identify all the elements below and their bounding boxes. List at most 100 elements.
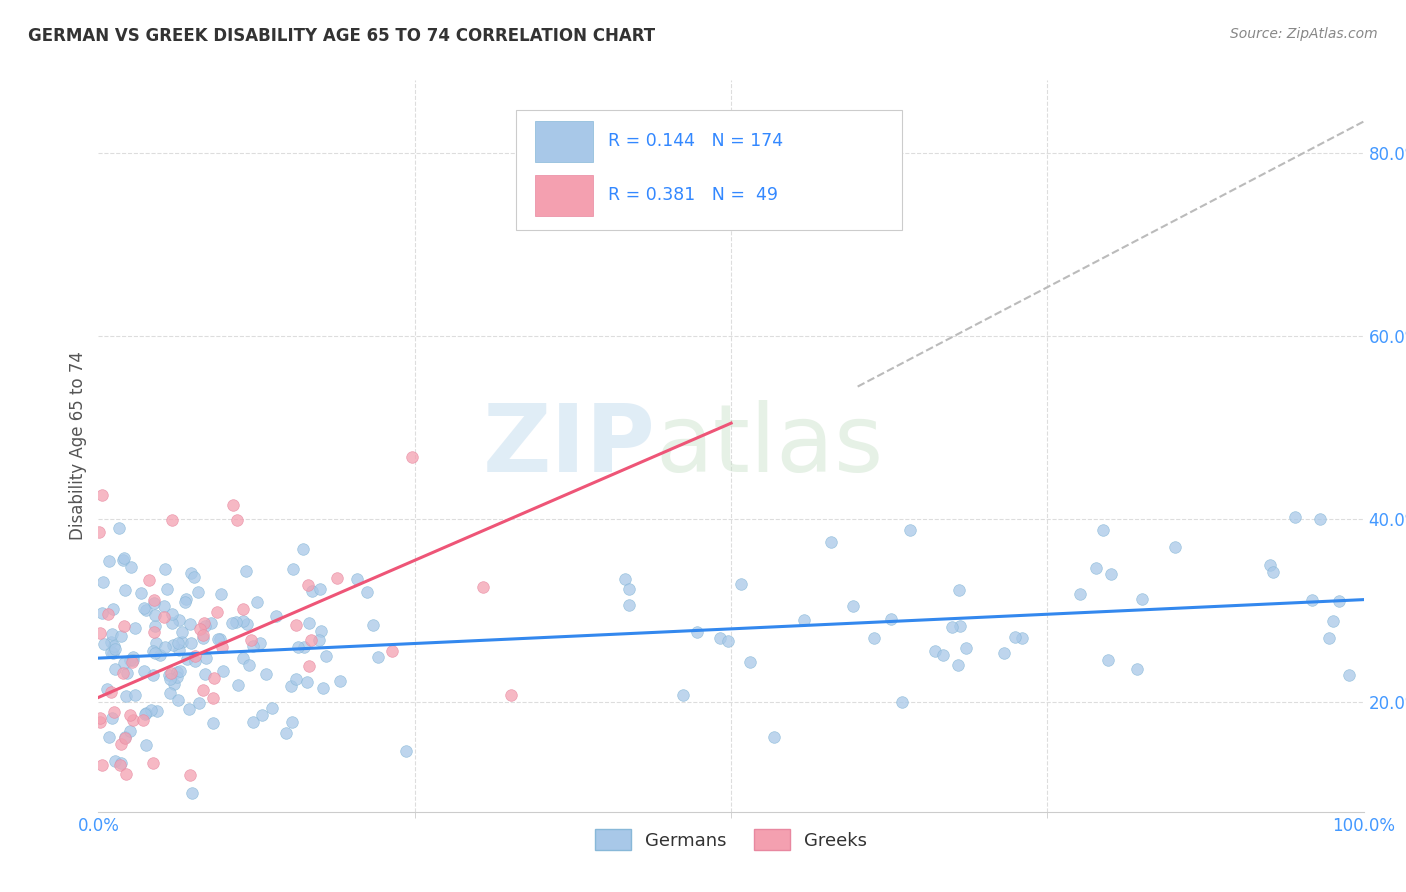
Point (143, 646, 166, 660)
Point (120, 653, 142, 667)
Point (225, 615, 247, 630)
Point (160, 665, 183, 680)
Point (124, 621, 146, 635)
Point (211, 640, 233, 654)
Point (879, 612, 901, 626)
Point (924, 644, 946, 658)
Point (184, 654, 207, 668)
Point (274, 726, 297, 740)
Point (254, 667, 277, 681)
Point (153, 599, 176, 613)
Point (1130, 592, 1153, 607)
Point (110, 737, 132, 751)
Point (188, 696, 211, 710)
Point (166, 693, 188, 707)
Point (941, 620, 963, 634)
Point (135, 706, 157, 720)
Point (204, 671, 226, 685)
Point (232, 650, 254, 665)
Point (187, 585, 209, 599)
Point (90, 488, 112, 502)
Point (122, 713, 145, 727)
Point (142, 756, 165, 771)
Point (205, 605, 228, 619)
Point (160, 615, 183, 630)
Point (948, 583, 970, 598)
Point (191, 628, 214, 642)
Point (1091, 523, 1114, 537)
Point (143, 608, 166, 623)
Point (226, 677, 249, 691)
Point (1327, 594, 1350, 608)
Point (367, 649, 389, 664)
Point (108, 758, 131, 772)
Point (232, 614, 254, 628)
Point (294, 640, 316, 654)
Point (157, 668, 180, 682)
Point (326, 571, 349, 585)
Point (501, 688, 523, 702)
Point (709, 631, 731, 645)
Point (225, 513, 247, 527)
Point (284, 673, 307, 687)
Point (301, 583, 323, 598)
Point (104, 642, 127, 657)
Point (142, 596, 165, 610)
Point (298, 658, 321, 673)
Point (159, 672, 181, 686)
Point (179, 616, 201, 631)
Point (115, 666, 138, 681)
Point (309, 582, 332, 596)
Point (93, 637, 115, 651)
Point (249, 636, 271, 650)
Point (346, 572, 368, 586)
Point (100, 635, 122, 649)
FancyBboxPatch shape (534, 121, 593, 162)
Point (179, 768, 201, 782)
Point (89, 714, 111, 729)
Point (194, 667, 217, 681)
Point (900, 523, 922, 537)
Point (101, 627, 124, 641)
Point (114, 767, 136, 781)
Point (863, 631, 886, 645)
Point (142, 625, 165, 640)
Point (141, 703, 163, 717)
Point (191, 683, 214, 698)
Point (211, 664, 233, 678)
Point (112, 656, 135, 670)
Point (932, 648, 955, 662)
Point (236, 616, 259, 631)
Point (245, 595, 267, 609)
Point (297, 675, 319, 690)
Point (114, 731, 136, 746)
Point (167, 613, 190, 627)
Point (842, 599, 865, 613)
Point (142, 644, 165, 658)
Point (100, 685, 122, 699)
Point (242, 715, 264, 730)
Point (167, 636, 190, 650)
Point (163, 677, 186, 691)
Point (110, 629, 132, 643)
Point (242, 639, 264, 653)
Point (167, 643, 190, 657)
Point (89, 626, 111, 640)
Y-axis label: Disability Age 65 to 74: Disability Age 65 to 74 (69, 351, 87, 541)
Point (159, 686, 181, 700)
Point (284, 618, 307, 632)
FancyBboxPatch shape (534, 175, 593, 216)
Point (262, 700, 284, 714)
Point (184, 649, 207, 664)
Point (1011, 631, 1033, 645)
Text: R = 0.381   N =  49: R = 0.381 N = 49 (609, 186, 779, 204)
Point (142, 667, 165, 681)
Point (471, 580, 494, 594)
Point (114, 582, 136, 597)
Point (1069, 587, 1091, 601)
Point (153, 610, 176, 624)
Point (97, 607, 120, 622)
Point (121, 655, 143, 669)
Point (194, 619, 217, 633)
Point (1097, 653, 1119, 667)
